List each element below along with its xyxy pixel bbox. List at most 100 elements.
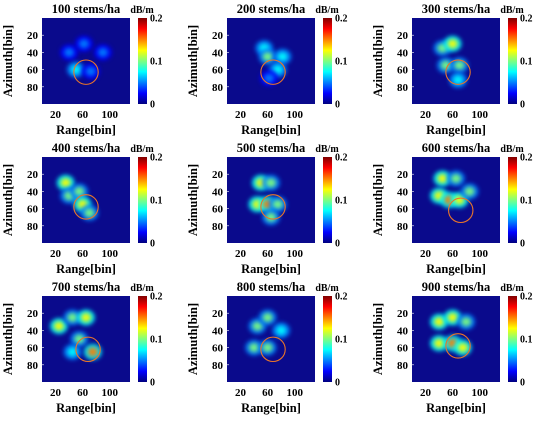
y-tick-label: 80 — [212, 360, 224, 372]
colorbar — [323, 18, 332, 104]
data-blob — [464, 186, 475, 196]
y-tick-label: 40 — [397, 186, 409, 198]
colorbar-tick-label: 0.1 — [335, 196, 348, 207]
stem-circle — [260, 194, 286, 220]
subplot-panel: 400 stems/ha 20 40 60 80 20 60 100 Range[bin] Azi… — [1, 141, 163, 276]
x-tick-label: 100 — [471, 248, 488, 260]
data-blob — [85, 66, 96, 76]
data-blob — [252, 321, 263, 331]
data-blob — [263, 73, 274, 83]
colorbar-tick-label: 0.1 — [150, 196, 163, 207]
data-blob — [277, 52, 288, 62]
y-tick-label: 60 — [397, 65, 409, 77]
x-tick-label: 60 — [447, 109, 459, 121]
x-axis-label: Range[bin] — [241, 401, 301, 415]
x-tick-label: 20 — [235, 248, 247, 260]
data-blob — [454, 195, 465, 205]
colorbar-tick-label: 0 — [520, 378, 525, 389]
colorbar-tick-label: 0.1 — [150, 57, 163, 68]
y-tick-label: 60 — [27, 204, 39, 216]
y-tick-label: 60 — [27, 65, 39, 77]
y-tick-label: 60 — [212, 343, 224, 355]
blob-layer — [433, 35, 469, 88]
x-axis-label: Range[bin] — [241, 123, 301, 137]
y-tick-label: 80 — [27, 221, 39, 233]
data-blob — [64, 47, 75, 57]
data-blob — [434, 317, 445, 327]
y-axis-label: Azimuth[bin] — [186, 25, 200, 97]
x-axis-label: Range[bin] — [426, 262, 486, 276]
y-tick-label: 40 — [397, 325, 409, 337]
x-axis-label: Range[bin] — [426, 401, 486, 415]
colorbar-tick-label: 0 — [150, 239, 155, 250]
colorbar-tick-label: 0.2 — [150, 292, 163, 303]
y-tick-label: 80 — [27, 82, 39, 94]
colorbar-tick-label: 0 — [520, 100, 525, 111]
y-tick-label: 60 — [397, 343, 409, 355]
colorbar-tick-label: 0.2 — [335, 14, 348, 25]
colorbar-unit: dB/m — [130, 5, 154, 16]
x-tick-label: 60 — [262, 387, 274, 399]
y-tick-label: 20 — [27, 308, 39, 320]
colorbar — [508, 296, 517, 382]
x-tick-label: 20 — [235, 109, 247, 121]
colorbar-tick-label: 0 — [335, 239, 340, 250]
colorbar-tick-label: 0.2 — [520, 292, 533, 303]
y-tick-label: 20 — [397, 169, 409, 181]
y-tick-label: 60 — [212, 65, 224, 77]
y-tick-label: 80 — [27, 360, 39, 372]
y-axis-label: Azimuth[bin] — [371, 164, 385, 236]
subplot-panel: 500 stems/ha 20 40 60 80 20 60 100 Range[bin] Azi… — [186, 141, 348, 276]
y-axis-label: Azimuth[bin] — [371, 25, 385, 97]
x-tick-label: 60 — [77, 387, 89, 399]
x-tick-label: 20 — [420, 387, 432, 399]
colorbar — [138, 18, 147, 104]
plot-background — [42, 18, 130, 104]
colorbar-tick-label: 0.2 — [520, 153, 533, 164]
x-tick-label: 100 — [471, 109, 488, 121]
colorbar-tick-label: 0 — [150, 378, 155, 389]
subplot-title: 200 stems/ha — [237, 2, 306, 16]
colorbar-tick-label: 0 — [335, 378, 340, 389]
blob-layer — [60, 35, 112, 80]
y-axis-label: Azimuth[bin] — [186, 303, 200, 375]
x-tick-label: 100 — [101, 109, 118, 121]
x-axis-label: Range[bin] — [426, 123, 486, 137]
subplot-panel: 300 stems/ha 20 40 60 80 20 60 100 Range[bin] Azi… — [371, 2, 533, 137]
data-blob — [276, 325, 287, 335]
y-axis-label: Azimuth[bin] — [371, 303, 385, 375]
data-blob — [440, 60, 451, 70]
subplot-title: 400 stems/ha — [52, 141, 121, 155]
plot-background — [227, 296, 315, 382]
x-tick-label: 100 — [101, 387, 118, 399]
colorbar-tick-label: 0.1 — [335, 335, 348, 346]
subplot-panel: 600 stems/ha 20 40 60 80 20 60 100 Range[bin] Azi… — [371, 141, 533, 276]
data-blob — [457, 343, 468, 353]
y-tick-label: 40 — [397, 47, 409, 59]
colorbar-tick-label: 0.1 — [520, 335, 533, 346]
x-axis-label: Range[bin] — [56, 262, 116, 276]
y-tick-label: 80 — [212, 82, 224, 94]
subplot-panel: 200 stems/ha 20 40 60 80 20 60 100 Range[bin] Azi… — [186, 2, 348, 137]
x-axis-label: Range[bin] — [241, 262, 301, 276]
colorbar-tick-label: 0.2 — [520, 14, 533, 25]
colorbar-tick-label: 0.1 — [520, 57, 533, 68]
data-blob — [81, 313, 91, 322]
y-tick-label: 40 — [27, 186, 39, 198]
subplot-title: 900 stems/ha — [422, 280, 491, 294]
data-blob — [272, 199, 283, 209]
x-tick-label: 20 — [420, 248, 432, 260]
y-axis-label: Azimuth[bin] — [186, 164, 200, 236]
colorbar-tick-label: 0 — [520, 239, 525, 250]
y-axis-label: Azimuth[bin] — [1, 25, 15, 97]
data-blob — [53, 321, 64, 331]
stem-circle — [73, 194, 99, 220]
y-axis-label: Azimuth[bin] — [1, 164, 15, 236]
data-blob — [249, 343, 260, 353]
data-blob — [262, 343, 273, 353]
x-axis-label: Range[bin] — [56, 401, 116, 415]
colorbar-unit: dB/m — [500, 144, 524, 155]
y-tick-label: 60 — [212, 204, 224, 216]
y-tick-label: 60 — [397, 204, 409, 216]
stem-circle — [448, 197, 474, 224]
